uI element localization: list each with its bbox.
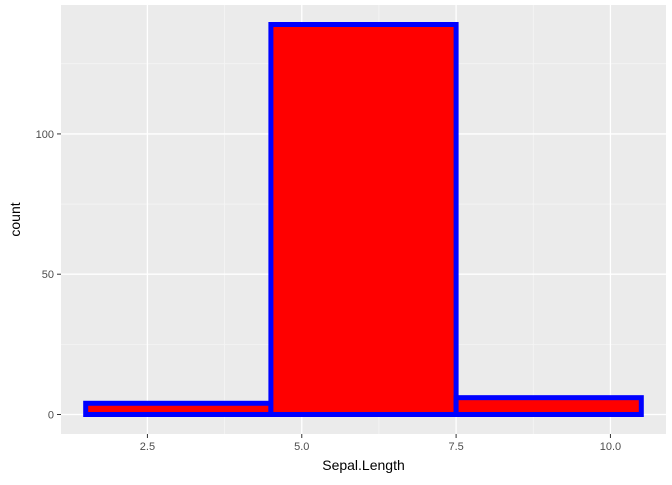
x-axis-title: Sepal.Length <box>322 457 405 473</box>
y-tick-label: 0 <box>48 410 54 422</box>
x-tick-label: 2.5 <box>140 441 155 453</box>
y-tick-label: 50 <box>42 269 54 281</box>
histogram-bars <box>83 22 644 417</box>
y-tick-label: 100 <box>36 129 54 141</box>
histogram-bar-1 <box>83 400 274 417</box>
y-axis-title: count <box>7 202 23 236</box>
histogram-bar-2 <box>268 22 459 417</box>
histogram-bar-3 <box>453 395 644 417</box>
x-tick-label: 5.0 <box>294 441 309 453</box>
x-tick-label: 10.0 <box>600 441 621 453</box>
y-axis-ticks: 0 50 100 <box>36 129 61 422</box>
x-tick-label: 7.5 <box>448 441 463 453</box>
x-axis-ticks: 2.5 5.0 7.5 10.0 <box>140 434 621 453</box>
